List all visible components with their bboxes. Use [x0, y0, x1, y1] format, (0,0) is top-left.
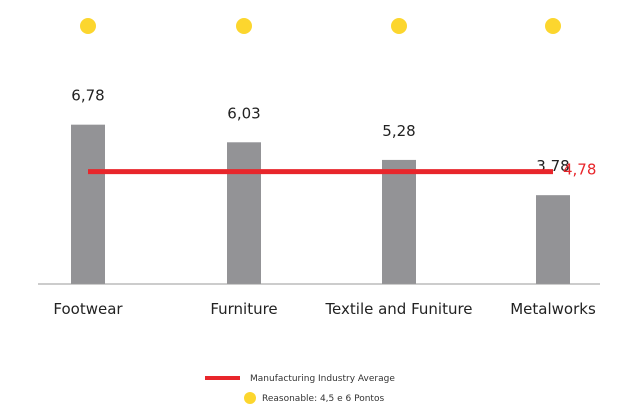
- bar: [227, 142, 261, 284]
- reasonable-marker: [80, 18, 96, 34]
- value-label: 6,03: [227, 104, 260, 122]
- category-label: Footwear: [53, 300, 123, 318]
- reasonable-marker: [545, 18, 561, 34]
- reasonable-marker: [236, 18, 252, 34]
- bars: [71, 124, 570, 284]
- reasonable-marker: [391, 18, 407, 34]
- category-label: Metalworks: [510, 300, 596, 318]
- legend-reasonable-swatch: [244, 392, 256, 404]
- legend-average-label: Manufacturing Industry Average: [250, 374, 395, 384]
- category-label: Textile and Funiture: [324, 300, 472, 318]
- value-labels: 6,786,035,283,78: [71, 87, 569, 176]
- bar: [382, 159, 416, 284]
- value-label: 5,28: [382, 122, 415, 140]
- bar: [71, 124, 105, 284]
- category-labels: Footwear Furniture Textile and Funiture Met…: [53, 300, 596, 318]
- value-label: 6,78: [71, 87, 104, 105]
- category-label: Furniture: [210, 300, 277, 318]
- bar: [536, 195, 570, 284]
- legend: Manufacturing Industry Average Reasonabl…: [205, 374, 395, 404]
- average-value-label: 4,78: [563, 161, 596, 179]
- reasonable-markers: [80, 18, 561, 34]
- legend-reasonable-label: Reasonable: 4,5 e 6 Pontos: [262, 394, 384, 404]
